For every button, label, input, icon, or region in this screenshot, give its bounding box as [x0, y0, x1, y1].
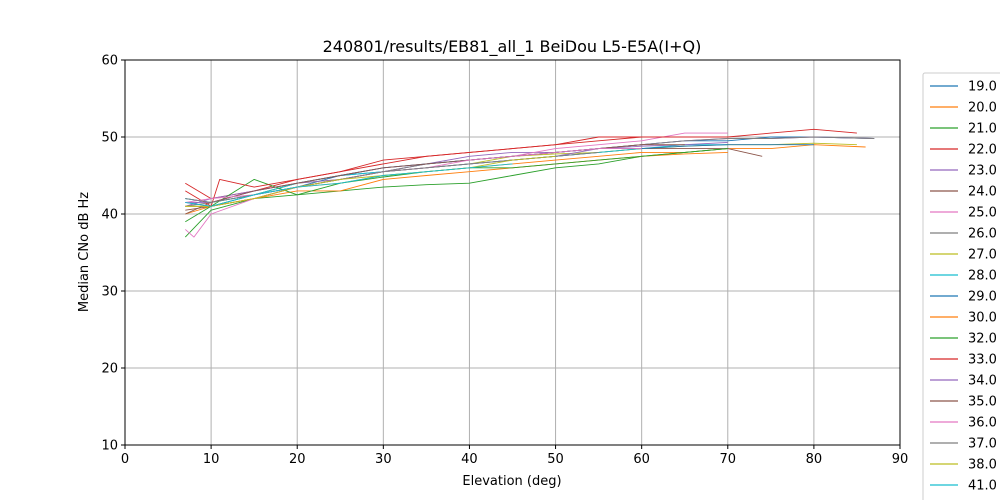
legend-label: 36.0 — [968, 416, 997, 431]
x-tick-label: 80 — [806, 452, 823, 467]
series-line-36.0 — [185, 148, 642, 203]
legend-label: 33.0 — [968, 353, 997, 368]
legend-label: 29.0 — [968, 290, 997, 305]
y-ticks: 10 20 30 40 50 60 — [101, 54, 125, 454]
series-lines — [184, 128, 875, 238]
legend-items: 19.0 20.0 21.0 22.0 23.0 24.0 25.0 26.0 27.0 28.0… — [930, 80, 997, 494]
legend-label: 26.0 — [968, 227, 997, 242]
legend-label: 37.0 — [968, 437, 997, 452]
series-line-38.0 — [185, 155, 556, 207]
legend-label: 30.0 — [968, 311, 997, 326]
legend-frame — [922, 72, 1000, 500]
legend-label: 21.0 — [968, 122, 997, 137]
series-line-24.0 — [185, 148, 763, 211]
series-line-33.0 — [185, 136, 728, 207]
legend-label: 35.0 — [968, 395, 997, 410]
x-tick-label: 90 — [892, 452, 909, 467]
x-tick-label: 50 — [547, 452, 564, 467]
y-tick-label: 20 — [101, 362, 118, 377]
legend-label: 41.0 — [968, 479, 997, 494]
y-tick-label: 10 — [101, 439, 118, 454]
y-tick-label: 30 — [101, 285, 118, 300]
x-axis-label: Elevation (deg) — [462, 474, 561, 489]
legend-label: 19.0 — [968, 80, 997, 95]
series-line-37.0 — [185, 151, 599, 203]
grid — [124, 59, 901, 446]
x-tick-label: 70 — [720, 452, 737, 467]
plot-frame — [124, 59, 901, 446]
legend-label: 38.0 — [968, 458, 997, 473]
legend-label: 22.0 — [968, 143, 997, 158]
legend-label: 28.0 — [968, 269, 997, 284]
y-axis-label: Median CNo dB Hz — [77, 192, 92, 312]
legend: 19.0 20.0 21.0 22.0 23.0 24.0 25.0 26.0 27.0 28.0… — [922, 72, 1000, 500]
x-tick-label: 20 — [289, 452, 306, 467]
legend-label: 25.0 — [968, 206, 997, 221]
series-line-21.0 — [184, 148, 728, 238]
chart-title: 240801/results/EB81_all_1 BeiDou L5-E5A(… — [323, 37, 702, 57]
y-tick-label: 50 — [101, 131, 118, 146]
legend-label: 34.0 — [968, 374, 997, 389]
y-tick-label: 40 — [101, 208, 118, 223]
series-line-22.0 — [185, 128, 857, 200]
legend-label: 24.0 — [968, 185, 997, 200]
x-tick-label: 60 — [633, 452, 650, 467]
x-tick-label: 0 — [121, 452, 129, 467]
y-tick-label: 60 — [101, 54, 118, 69]
x-tick-label: 40 — [461, 452, 478, 467]
x-tick-label: 10 — [203, 452, 220, 467]
legend-label: 20.0 — [968, 101, 997, 116]
legend-label: 27.0 — [968, 248, 997, 263]
legend-label: 23.0 — [968, 164, 997, 179]
legend-label: 32.0 — [968, 332, 997, 347]
x-tick-label: 30 — [375, 452, 392, 467]
x-ticks: 0 10 20 30 40 50 60 70 80 90 — [121, 445, 908, 467]
series-line-41.0 — [185, 163, 513, 207]
